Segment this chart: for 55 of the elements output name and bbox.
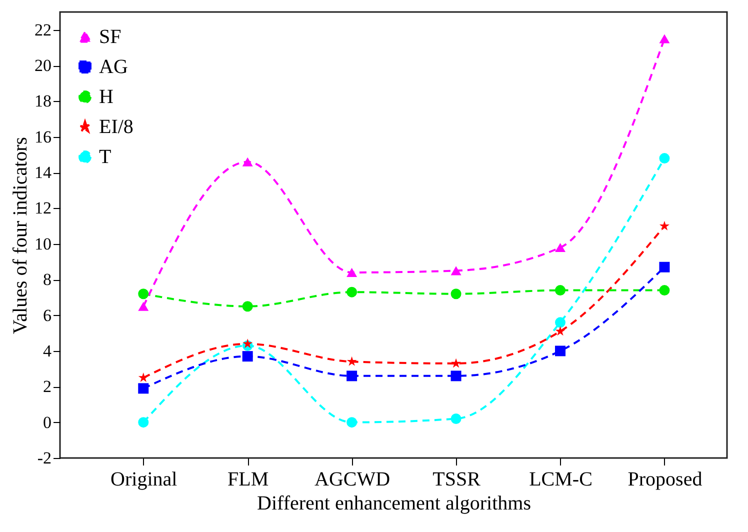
y-tick-label: 20 xyxy=(34,56,52,76)
x-tick-label: Original xyxy=(110,468,178,490)
point xyxy=(346,417,358,428)
point xyxy=(138,417,149,428)
x-axis-title: Different enhancement algorithms xyxy=(257,492,532,514)
x-tick-label: FLM xyxy=(228,468,269,490)
point xyxy=(346,370,358,382)
point xyxy=(138,288,149,300)
y-tick-label: 12 xyxy=(34,198,52,218)
point xyxy=(451,358,462,368)
point xyxy=(659,153,670,164)
point xyxy=(242,338,253,348)
x-tick-label: LCM-C xyxy=(529,468,592,490)
legend-label: AG xyxy=(99,56,128,78)
point xyxy=(242,351,253,362)
y-tick-label: 2 xyxy=(43,377,52,396)
point xyxy=(346,268,358,278)
y-tick-label: 6 xyxy=(43,306,52,325)
x-tick-label: Proposed xyxy=(628,468,702,490)
y-axis-title: Values of four indicators xyxy=(10,136,32,334)
point xyxy=(138,302,149,311)
point xyxy=(346,286,358,298)
legend-label: T xyxy=(99,146,112,168)
point xyxy=(450,414,462,424)
point xyxy=(242,157,253,166)
point xyxy=(659,262,670,272)
point xyxy=(555,285,566,296)
y-tick-label: 10 xyxy=(34,234,52,254)
legend-label: EI/8 xyxy=(99,116,134,138)
y-tick-label: 18 xyxy=(34,92,52,111)
legend-label: H xyxy=(99,86,114,108)
point xyxy=(450,266,462,276)
y-tick-label: 22 xyxy=(34,20,52,40)
point xyxy=(242,301,253,312)
point xyxy=(450,288,462,300)
y-tick-label: 16 xyxy=(34,127,52,146)
x-tick-label: TSSR xyxy=(432,468,482,490)
y-tick-label: 14 xyxy=(34,163,52,182)
point xyxy=(555,317,566,328)
point xyxy=(555,346,566,356)
point xyxy=(346,356,357,366)
point xyxy=(555,242,566,252)
point xyxy=(138,372,148,382)
legend-label: SF xyxy=(99,26,122,48)
point xyxy=(659,34,670,44)
y-tick-label: 8 xyxy=(43,270,52,290)
point xyxy=(555,326,566,336)
x-tick-label: AGCWD xyxy=(314,468,390,490)
y-tick-label: 4 xyxy=(43,341,52,360)
point xyxy=(659,220,670,230)
point xyxy=(659,285,670,296)
point xyxy=(450,370,462,382)
point xyxy=(138,383,149,394)
y-tick-label: -2 xyxy=(37,448,52,468)
y-tick-label: 0 xyxy=(43,412,52,432)
